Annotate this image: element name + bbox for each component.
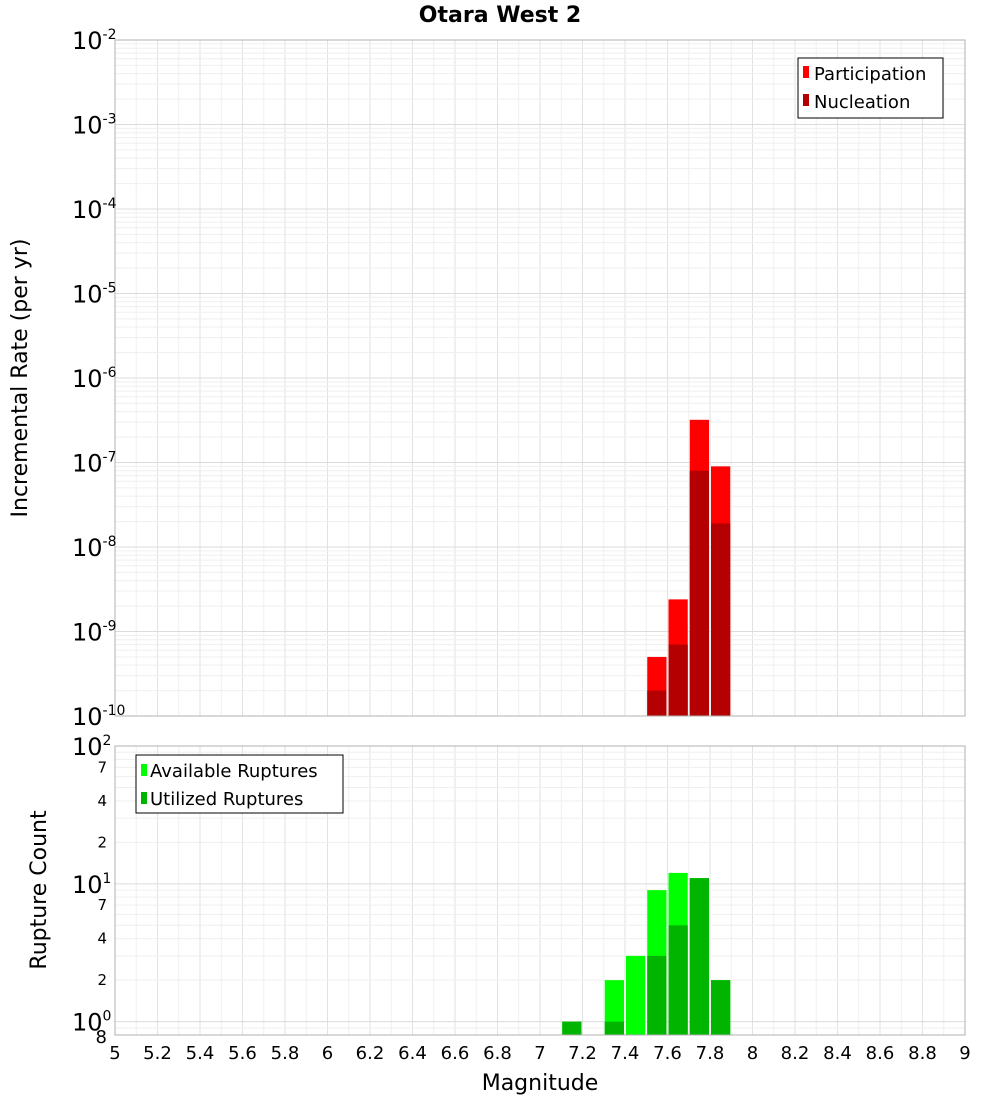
bar-available-ruptures [626, 955, 646, 1035]
rate-legend-box [797, 57, 944, 119]
count-legend-box [135, 754, 344, 814]
y-tick-label: 10-4 [72, 196, 117, 224]
y-tick-label: 10-7 [72, 450, 117, 478]
x-tick-label: 6.4 [398, 1043, 427, 1064]
x-tick-label: 6.2 [356, 1043, 385, 1064]
legend-swatch-nucleation [803, 94, 809, 106]
x-tick-label: 7.4 [611, 1043, 640, 1064]
count-panel-bars [562, 872, 731, 1035]
y-minor-tick-label: 8 [96, 1027, 107, 1048]
x-tick-label: 5.2 [143, 1043, 172, 1064]
count-legend: Available Ruptures Utilized Ruptures [135, 754, 344, 814]
x-tick-label: 5 [109, 1043, 120, 1064]
x-tick-label: 6.6 [441, 1043, 470, 1064]
y-minor-tick-label: 7 [97, 758, 107, 776]
legend-swatch-utilized [141, 792, 147, 804]
y-minor-tick-label: 7 [97, 896, 107, 914]
x-tick-label: 7.6 [653, 1043, 682, 1064]
legend-label-available: Available Ruptures [150, 761, 318, 782]
rate-panel-grid [114, 40, 966, 717]
y-tick-label: 10-9 [72, 619, 117, 647]
x-tick-label: 7 [534, 1043, 545, 1064]
y-tick-label: 100 [72, 1009, 111, 1037]
x-tick-label: 5.4 [186, 1043, 215, 1064]
y-tick-label: 101 [72, 871, 111, 899]
legend-swatch-participation [803, 66, 809, 78]
magnitude-x-ticks: 5 5.2 5.4 5.6 5.8 6 6.2 6.4 6.6 6.8 7 7.2 7.4 7.6 7.8 8… [109, 1043, 970, 1064]
y-tick-label: 10-3 [72, 112, 117, 140]
x-tick-label: 6.8 [483, 1043, 512, 1064]
bar-utilized-ruptures [711, 980, 731, 1035]
rate-y-axis-title: Incremental Rate (per yr) [8, 239, 33, 518]
chart-title: Otara West 2 [419, 3, 581, 28]
rate-panel-y-ticks: 10-10 10-9 10-8 10-7 10-6 10-5 10-4 10-3 10-2 [72, 27, 125, 731]
count-y-axis-title: Rupture Count [27, 810, 52, 970]
x-tick-label: 8.2 [781, 1043, 810, 1064]
bar-utilized-ruptures [689, 878, 709, 1035]
legend-swatch-available [141, 764, 147, 776]
x-tick-label: 5.6 [228, 1043, 257, 1064]
legend-label-nucleation: Nucleation [814, 92, 910, 113]
y-tick-label: 10-6 [72, 365, 117, 393]
y-minor-tick-label: 4 [97, 792, 107, 810]
bar-nucleation [647, 690, 667, 716]
bar-utilized-ruptures [604, 1021, 624, 1035]
y-tick-label: 10-2 [72, 27, 117, 55]
x-tick-label: 7.2 [568, 1043, 597, 1064]
bar-nucleation [711, 523, 731, 716]
x-axis-title: Magnitude [482, 1071, 599, 1096]
y-tick-label: 102 [72, 733, 111, 761]
x-tick-label: 8.6 [866, 1043, 895, 1064]
rate-panel-bars [647, 419, 731, 716]
x-tick-label: 8.8 [908, 1043, 937, 1064]
rate-legend: Participation Nucleation [797, 57, 944, 119]
y-tick-label: 10-10 [72, 703, 125, 731]
x-tick-label: 8.4 [823, 1043, 852, 1064]
bar-utilized-ruptures [562, 1021, 582, 1035]
y-tick-label: 10-8 [72, 534, 117, 562]
x-tick-label: 9 [959, 1043, 970, 1064]
x-tick-label: 8 [747, 1043, 758, 1064]
legend-label-participation: Participation [814, 64, 926, 85]
bar-nucleation [668, 644, 688, 716]
rate-panel-frame [114, 39, 966, 717]
y-minor-tick-label: 2 [97, 833, 107, 851]
bar-available-ruptures [604, 980, 624, 1035]
x-tick-label: 5.8 [271, 1043, 300, 1064]
x-tick-label: 7.8 [696, 1043, 725, 1064]
bar-nucleation [689, 470, 709, 716]
bar-utilized-ruptures [668, 925, 688, 1035]
y-tick-label: 10-5 [72, 281, 117, 309]
bar-utilized-ruptures [647, 955, 667, 1035]
x-tick-label: 6 [322, 1043, 333, 1064]
y-minor-tick-label: 2 [97, 971, 107, 989]
legend-label-utilized: Utilized Ruptures [150, 789, 303, 810]
count-panel-y-ticks: 100 101 102 8 2 4 7 2 4 7 [72, 733, 111, 1048]
y-minor-tick-label: 4 [97, 930, 107, 948]
count-panel-frame [114, 745, 966, 1036]
